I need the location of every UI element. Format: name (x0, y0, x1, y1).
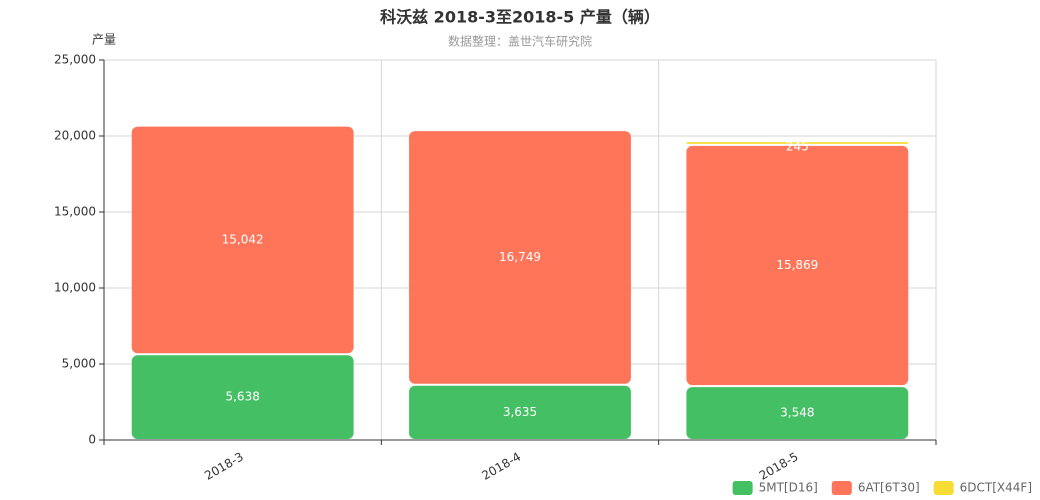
y-tick-label: 0 (88, 433, 96, 447)
chart-title: 科沃兹 2018-3至2018-5 产量（辆） (380, 8, 660, 27)
bar-segment (131, 355, 354, 439)
value-label: 3,635 (503, 405, 537, 419)
y-tick-label: 10,000 (54, 281, 96, 295)
value-label: 15,042 (222, 232, 264, 246)
legend-label: 6DCT[X44F] (960, 481, 1032, 495)
bar-segment (686, 387, 909, 439)
bar-segment (409, 385, 631, 439)
legend-swatch (831, 481, 852, 495)
legend-swatch (933, 481, 954, 495)
bar-segment (686, 142, 909, 144)
value-label: 3,548 (780, 406, 814, 420)
y-tick-label: 25,000 (54, 53, 96, 67)
value-label: 15,869 (776, 258, 818, 272)
y-tick-label: 5,000 (62, 357, 96, 371)
chart-subtitle: 数据整理：盖世汽车研究院 (448, 34, 592, 49)
y-axis-label: 产量 (92, 33, 116, 47)
legend-label: 6AT[6T30] (858, 481, 920, 495)
x-tick-label: 2018-4 (479, 450, 523, 483)
bar-segment (409, 131, 631, 384)
x-tick-label: 2018-3 (202, 450, 246, 483)
value-label: 5,638 (225, 390, 259, 404)
bar-segment (131, 126, 354, 354)
value-label: 245 (786, 140, 809, 154)
legend-label: 5MT[D16] (759, 481, 818, 495)
y-tick-label: 20,000 (54, 129, 96, 143)
bar-segment (686, 145, 909, 386)
x-tick-label: 2018-5 (757, 450, 801, 483)
y-tick-label: 15,000 (54, 205, 96, 219)
value-label: 16,749 (499, 250, 541, 264)
legend-swatch (732, 481, 753, 495)
